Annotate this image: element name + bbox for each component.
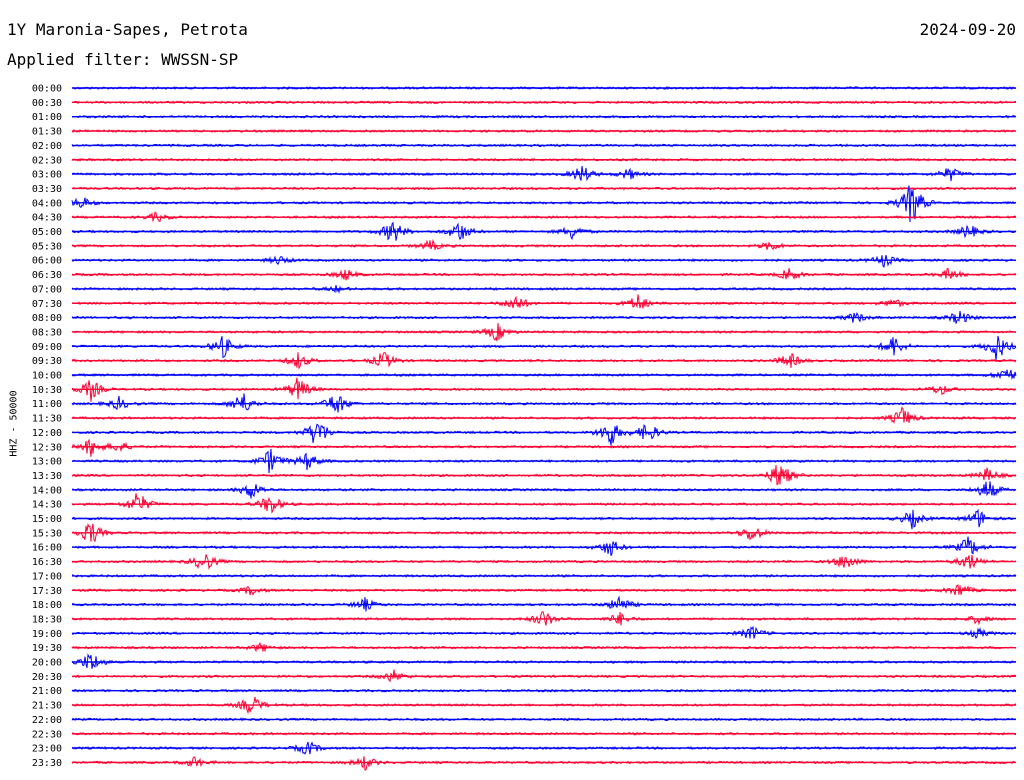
seismic-trace [71,255,1017,268]
hour-tick-label: 11:00 [32,399,62,410]
seismic-trace [71,294,1017,309]
hour-tick-label: 23:00 [32,744,62,755]
hour-tick-label: 20:00 [32,658,62,669]
hour-tick-label: 04:30 [32,213,62,224]
hour-tick-label: 17:00 [32,571,62,582]
filter-label: Applied filter: WWSSN-SP [7,50,239,69]
hour-tick-label: 21:00 [32,686,62,697]
hour-tick-label: 02:00 [32,141,62,152]
hour-tick-label: 01:30 [32,127,62,138]
hour-tick-label: 22:30 [32,729,62,740]
hour-tick-label: 03:00 [32,170,62,181]
hour-tick-label: 19:30 [32,643,62,654]
seismic-trace [71,423,1017,446]
hour-tick-label: 16:00 [32,543,62,554]
hour-tick-label: 09:00 [32,342,62,353]
seismic-trace [71,536,1017,556]
hour-tick-label: 22:00 [32,715,62,726]
seismic-trace [71,335,1017,361]
hour-tick-label: 13:00 [32,457,62,468]
seismic-trace [71,669,1017,683]
hour-tick-label: 13:30 [32,471,62,482]
hour-tick-label: 18:00 [32,600,62,611]
seismic-trace [71,406,1017,424]
hour-tick-label: 05:00 [32,227,62,238]
hour-tick-label: 02:30 [32,155,62,166]
seismic-trace [71,238,1017,251]
hour-tick-label: 07:00 [32,284,62,295]
hour-tick-label: 01:00 [32,112,62,123]
hour-tick-label: 05:30 [32,241,62,252]
seismic-trace [71,369,1017,380]
hour-tick-label: 11:30 [32,414,62,425]
seismic-trace [71,438,1017,457]
hour-tick-label: 12:00 [32,428,62,439]
hour-tick-label: 23:30 [32,758,62,769]
hour-tick-label: 09:30 [32,356,62,367]
hour-tick-label: 17:30 [32,586,62,597]
hour-tick-label: 20:30 [32,672,62,683]
hour-tick-label: 14:00 [32,485,62,496]
hour-tick-label: 18:30 [32,614,62,625]
hour-tick-label: 04:00 [32,198,62,209]
hour-tick-label: 08:30 [32,327,62,338]
hour-tick-label: 03:30 [32,184,62,195]
hour-tick-label: 06:30 [32,270,62,281]
hour-tick-label: 06:00 [32,256,62,267]
hour-tick-label: 00:00 [32,84,62,95]
hour-tick-label: 21:30 [32,701,62,712]
hour-tick-label: 08:00 [32,313,62,324]
station-title: 1Y Maronia-Sapes, Petrota [7,20,248,39]
seismic-trace [71,508,1017,530]
plot-date: 2024-09-20 [919,20,1016,39]
hour-tick-label: 10:30 [32,385,62,396]
hour-tick-label: 14:30 [32,500,62,511]
hour-tick-label: 19:00 [32,629,62,640]
hour-tick-label: 15:30 [32,528,62,539]
seismic-trace [71,493,1017,514]
hour-tick-label: 10:00 [32,371,62,382]
hour-tick-label: 15:00 [32,514,62,525]
hour-tick-label: 12:30 [32,442,62,453]
hour-tick-label: 00:30 [32,98,62,109]
hour-tick-label: 16:30 [32,557,62,568]
hour-tick-label: 07:30 [32,299,62,310]
seismic-trace [71,393,1017,413]
